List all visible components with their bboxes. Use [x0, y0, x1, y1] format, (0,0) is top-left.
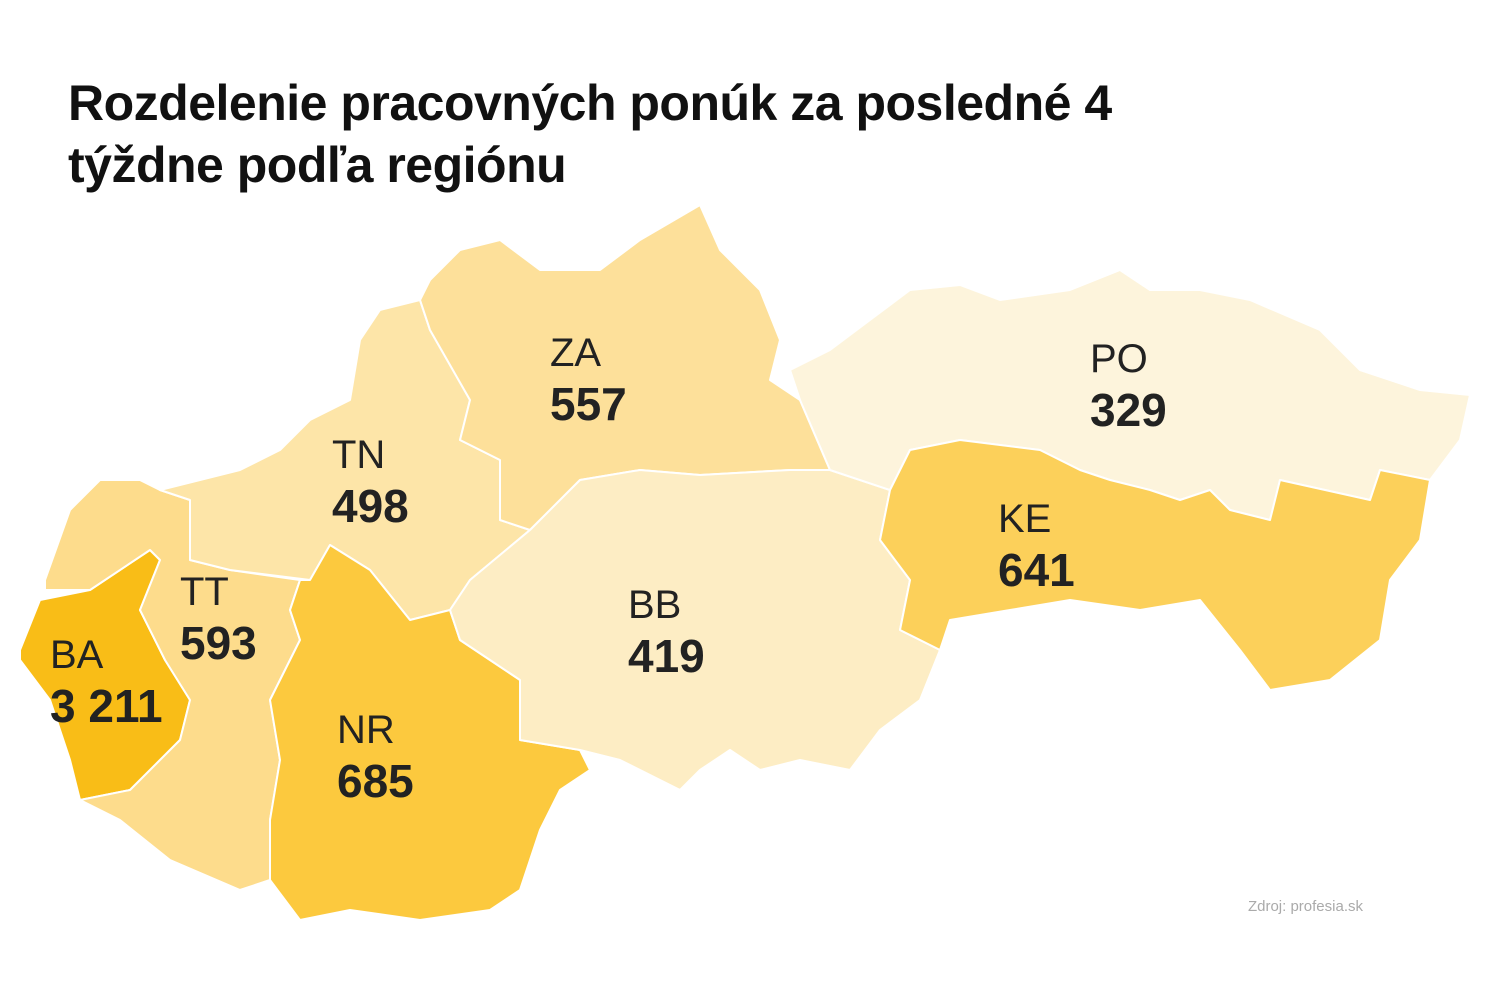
region-value: 3 211 — [50, 680, 163, 732]
region-value: 557 — [550, 378, 627, 430]
region — [879, 439, 1431, 691]
source: Zdroj: profesia.sk — [1248, 898, 1364, 915]
region-code: BA — [50, 633, 104, 677]
region-code: NR — [337, 708, 395, 752]
region-code: TT — [180, 570, 229, 614]
region-value: 593 — [180, 617, 257, 669]
region-value: 641 — [998, 544, 1075, 596]
region-value: 329 — [1090, 384, 1167, 436]
region-code: KE — [998, 497, 1051, 541]
region-code: PO — [1090, 337, 1148, 381]
region-value: 419 — [628, 630, 705, 682]
region-value: 685 — [337, 755, 414, 807]
region-value: 498 — [332, 480, 409, 532]
region — [449, 469, 941, 791]
region-code: ZA — [550, 331, 601, 375]
region-code: TN — [332, 433, 385, 477]
region-code: BB — [628, 583, 681, 627]
map-title: Rozdelenie pracovných ponúk za posledné … — [68, 75, 1112, 193]
